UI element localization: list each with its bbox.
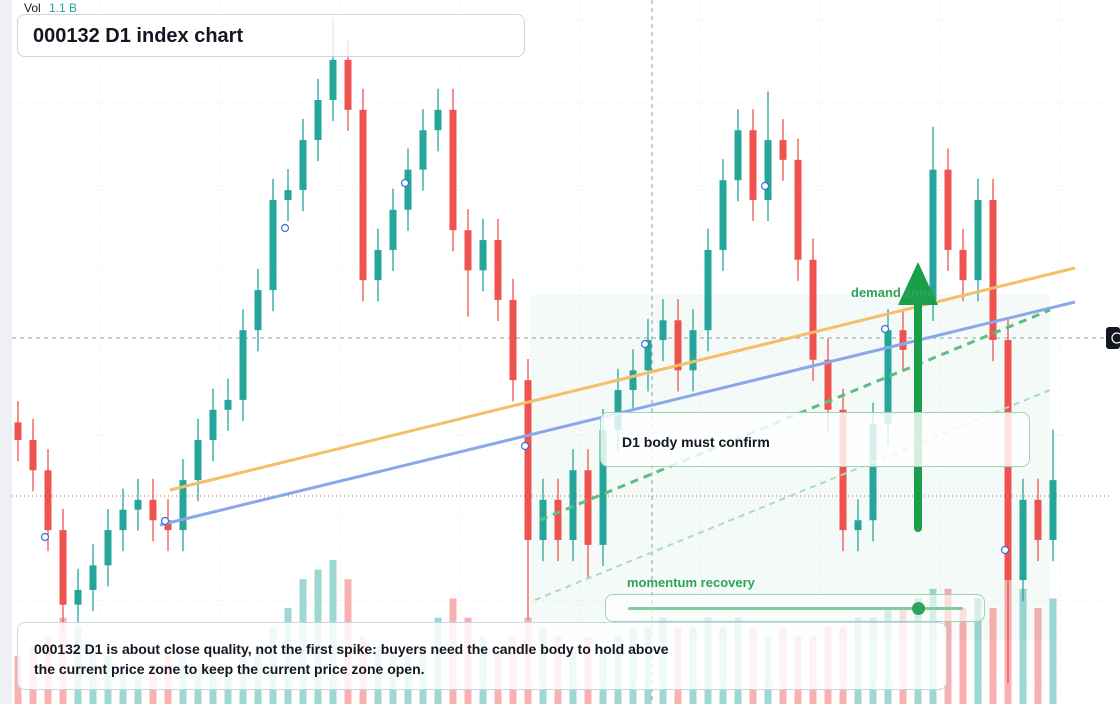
candle-body	[599, 430, 607, 545]
candle-body	[344, 59, 352, 110]
left-strip	[0, 0, 12, 704]
candle-body	[479, 240, 487, 271]
candle-body	[14, 422, 22, 440]
candle-body	[854, 520, 862, 531]
title-box: 000132 D1 index chart	[17, 14, 525, 57]
volume-bar	[959, 608, 967, 704]
candle-body	[524, 380, 532, 540]
candle-body	[749, 130, 757, 200]
candle-body	[209, 409, 217, 440]
candle-body	[329, 59, 337, 100]
candle-body	[719, 180, 727, 250]
volume-bar	[944, 588, 952, 704]
volume-bar	[1019, 588, 1027, 704]
candle-body	[689, 330, 697, 371]
candle-body	[704, 249, 712, 331]
markers	[40, 178, 1010, 555]
candle-body	[134, 499, 142, 510]
candle-body	[569, 470, 577, 540]
candle-body	[239, 330, 247, 400]
candle-body	[899, 330, 907, 350]
candle-body	[164, 520, 172, 531]
candle-body	[764, 140, 772, 200]
candle-body	[89, 565, 97, 590]
zone-shade	[530, 295, 1050, 640]
candle-body	[1019, 499, 1027, 581]
candle-body	[929, 169, 937, 300]
candle-body	[194, 440, 202, 481]
candle-body	[1034, 499, 1042, 540]
volume-label: Vol	[24, 1, 41, 15]
candle-body	[374, 249, 382, 281]
note-text: 000132 D1 is about close quality, not th…	[34, 641, 669, 677]
candle-body	[359, 109, 367, 281]
momentum-slider[interactable]	[605, 594, 985, 622]
candle-body	[284, 190, 292, 200]
candle-body	[989, 199, 997, 341]
candle-body	[299, 140, 307, 191]
arrow-head	[898, 262, 938, 305]
candle-body	[884, 330, 892, 424]
candle-body	[254, 290, 262, 331]
candle-body	[509, 299, 517, 381]
volume-bar	[1049, 598, 1057, 704]
candle-body	[644, 340, 652, 371]
candle-body	[404, 169, 412, 210]
zone-label: demand zone	[851, 285, 935, 300]
note-box: 000132 D1 is about close quality, not th…	[17, 622, 947, 690]
volume-value: 1.1 B	[49, 1, 78, 15]
candle-body	[974, 199, 982, 281]
confirm-text: D1 body must confirm	[622, 434, 770, 450]
volume-bar	[989, 608, 997, 704]
candle-body	[614, 390, 622, 431]
candle-body	[674, 320, 682, 371]
candle-body	[29, 440, 37, 471]
candle-body	[584, 470, 592, 545]
candle-body	[494, 240, 502, 300]
candle-body	[794, 159, 802, 260]
candle-body	[44, 470, 52, 531]
dashed-channel	[539, 308, 1051, 522]
candle-body	[314, 99, 322, 141]
candle-body	[839, 409, 847, 531]
candle-body	[554, 499, 562, 540]
candle-body	[779, 140, 787, 160]
candle-body	[1049, 480, 1057, 540]
candle-body	[869, 423, 877, 521]
volume-bar	[1034, 608, 1042, 704]
candles	[14, 17, 1057, 683]
candle-body	[944, 169, 952, 250]
candle-body	[179, 480, 187, 531]
candle-body	[449, 109, 457, 231]
add-icon[interactable]	[1106, 327, 1120, 349]
chart-title: 000132 D1 index chart	[33, 25, 244, 47]
candle-body	[104, 530, 112, 566]
candle-body	[809, 259, 817, 360]
volume-bar	[974, 598, 982, 704]
candle-body	[629, 370, 637, 391]
candle-body	[659, 320, 667, 341]
candle-body	[464, 230, 472, 271]
candle-body	[269, 199, 277, 291]
candle-body	[389, 209, 397, 250]
candle-body	[734, 130, 742, 181]
candle-body	[224, 399, 232, 410]
candle-body	[59, 530, 67, 605]
candle-body	[74, 589, 82, 605]
candle-body	[149, 499, 157, 521]
candle-body	[824, 359, 832, 410]
slider-knob[interactable]	[912, 602, 925, 615]
candle-body	[959, 249, 967, 281]
momentum-label: momentum recovery	[627, 575, 755, 590]
candle-body	[434, 109, 442, 131]
confirm-box: D1 body must confirm	[600, 412, 1030, 467]
slider-track	[628, 607, 963, 610]
candle-body	[419, 130, 427, 170]
candle-body	[119, 509, 127, 531]
